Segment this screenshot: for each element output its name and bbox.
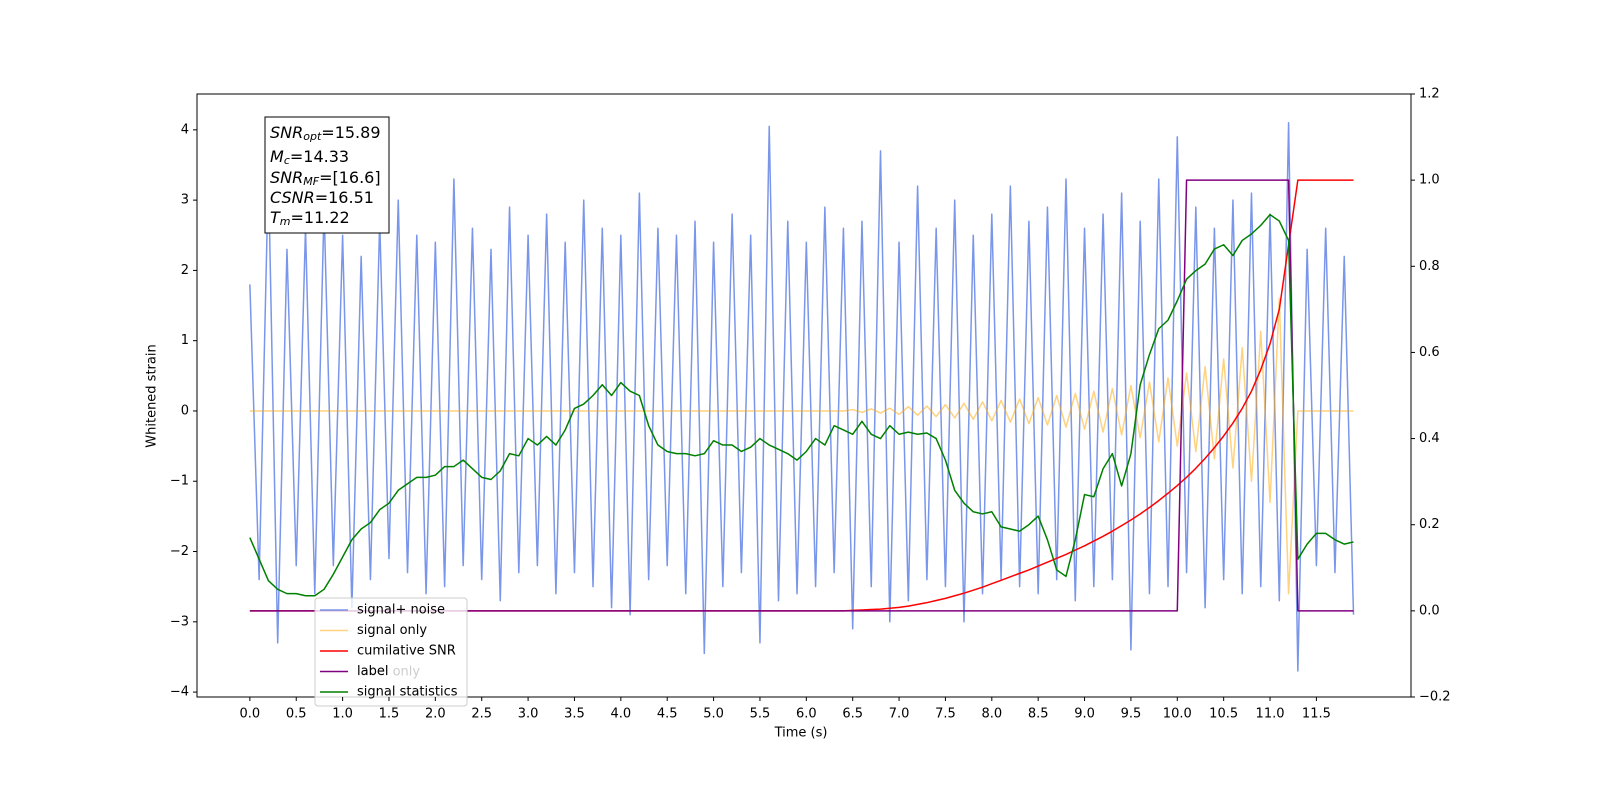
series-line [249,213,1354,597]
y-tick-label: 4 [181,122,189,137]
legend-label: signal+ noise [357,603,445,618]
annotation-value: =15.89 [321,123,380,142]
x-tick-label: 7.0 [889,707,910,722]
y2-tick-label: 0.8 [1419,259,1440,274]
x-tick-label: 4.5 [657,707,678,722]
x-tick-label: 2.5 [471,707,492,722]
annotation-value: =14.33 [290,147,349,166]
annotation-subscript: m [280,215,291,228]
x-tick-label: 5.0 [703,707,724,722]
legend-frame [314,597,468,707]
x-tick-label: 8.5 [1028,707,1049,722]
annotation-symbol: CSNR [270,188,315,207]
legend-label: cumilative SNR [357,644,456,659]
x-tick-label: 8.0 [981,707,1002,722]
y-axis-label: Whitened strain [145,344,160,447]
x-tick-label: 10.0 [1163,707,1192,722]
x-axis-label: Time (s) [774,726,828,741]
annotation-line: CSNR=16.51 [270,188,374,207]
legend-label: signal statistics [357,685,458,700]
annotation-line: SNRMF=[16.6] [270,168,381,189]
y2-tick-label: 0.4 [1419,431,1440,446]
annotation-subscript: c [284,154,290,167]
x-tick-label: 1.0 [332,707,353,722]
annotation-line: Mc=14.33 [270,147,349,168]
axes-frame [196,93,1412,698]
y-tick-label: −4 [170,685,189,700]
annotation-line: SNRopt=15.89 [270,123,381,144]
annotation-box: SNRopt=15.89Mc=14.33SNRMF=[16.6]CSNR=16.… [264,116,390,234]
annotation-subscript: MF [303,175,319,188]
x-tick-label: 10.5 [1209,707,1238,722]
y2-tick-label: 0.2 [1419,517,1440,532]
annotation-value: =11.22 [291,208,350,227]
annotation-symbol: M [270,147,284,166]
y-tick-label: 0 [181,403,189,418]
legend-label: signal only [357,623,427,638]
x-tick-label: 7.5 [935,707,956,722]
annotation-symbol: SNR [270,123,303,142]
y-tick-label: 1 [181,333,189,348]
annotation-value: =16.51 [315,188,374,207]
y2-tick-label: −0.2 [1419,690,1451,705]
x-tick-label: 1.5 [379,707,400,722]
x-tick-label: 2.0 [425,707,446,722]
x-tick-label: 6.0 [796,707,817,722]
y-tick-label: −3 [170,614,189,629]
x-tick-label: 0.5 [286,707,307,722]
y-tick-label: −1 [170,474,189,489]
legend-label: label [357,664,388,679]
annotation-subscript: opt [303,130,322,143]
annotation-symbol: T [270,208,281,227]
x-tick-label: 11.5 [1302,707,1331,722]
annotation-frame [264,116,390,234]
x-tick-label: 3.0 [518,707,539,722]
x-tick-label: 9.5 [1121,707,1142,722]
y-tick-label: 3 [181,193,189,208]
x-tick-label: 3.5 [564,707,585,722]
y2-tick-label: 1.2 [1419,87,1440,102]
y2-tick-label: 0.0 [1419,603,1440,618]
y2-tick-label: 0.6 [1419,345,1440,360]
x-tick-label: 11.0 [1256,707,1285,722]
x-tick-label: 6.5 [842,707,863,722]
y2-tick-label: 1.0 [1419,173,1440,188]
series-line [249,122,1355,672]
x-tick-label: 9.0 [1074,707,1095,722]
x-tick-label: 0.0 [240,707,261,722]
annotation-value: =[16.6] [319,168,381,187]
annotation-line: Tm=11.22 [270,208,350,229]
x-tick-label: 5.5 [750,707,771,722]
x-tick-label: 4.0 [610,707,631,722]
annotation-symbol: SNR [270,168,303,187]
series-line [249,297,1354,595]
y-tick-label: 2 [181,263,189,278]
y-tick-label: −2 [170,544,189,559]
